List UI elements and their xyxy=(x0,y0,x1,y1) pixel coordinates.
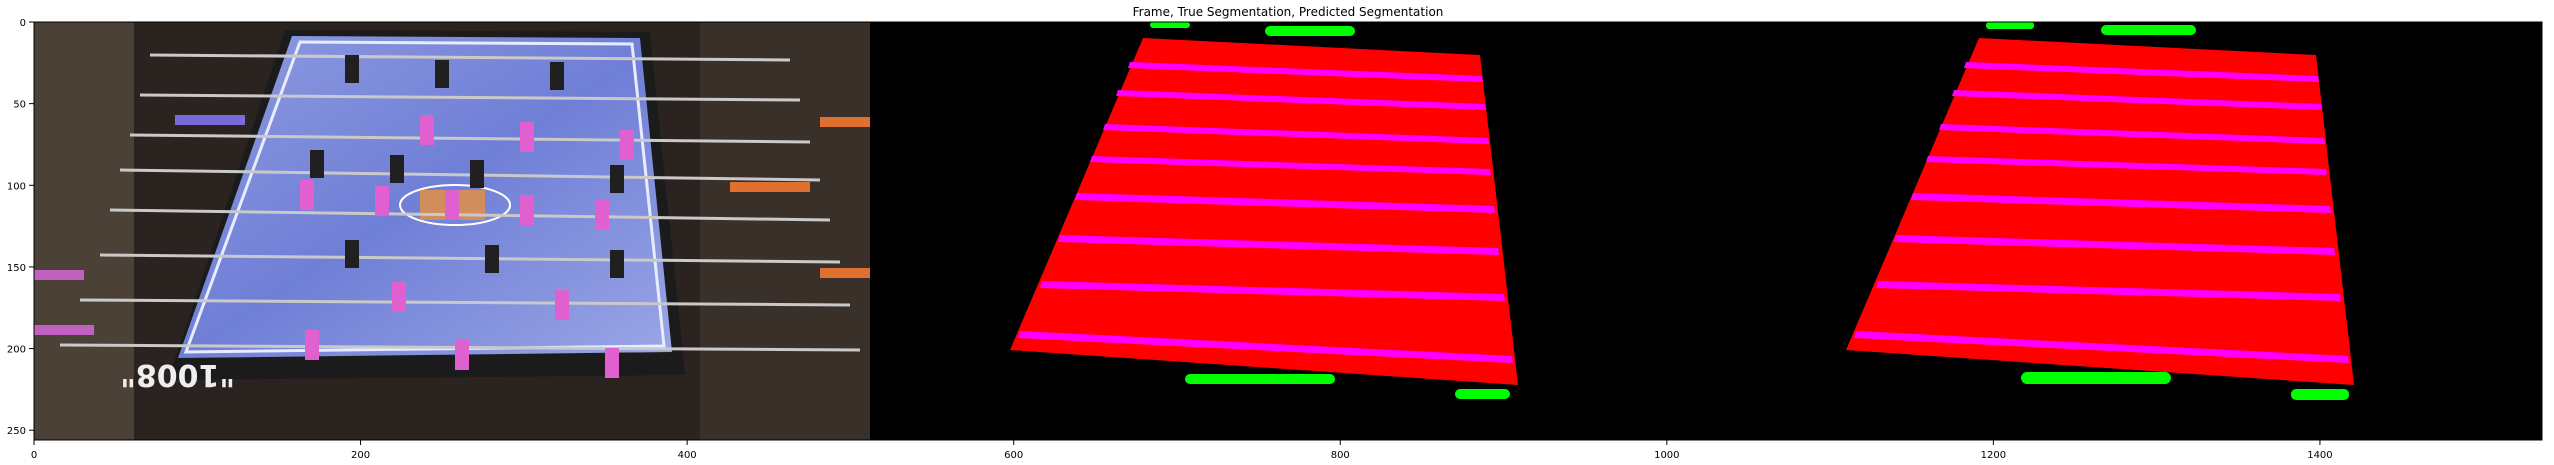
predicted-segmentation-panel xyxy=(1706,22,2542,440)
x-tick-label: 1000 xyxy=(1654,450,1679,461)
true-rod-masks xyxy=(1018,62,1513,363)
x-tick-label: 800 xyxy=(1331,450,1350,461)
predicted-table-mask xyxy=(1846,38,2354,385)
frame-panel: "1008" xyxy=(34,22,870,440)
x-tick-label: 200 xyxy=(351,450,370,461)
x-tick-label: 400 xyxy=(678,450,697,461)
y-axis-ticks: 0 50 100 150 200 250 xyxy=(7,18,34,437)
true-table-mask xyxy=(1010,38,1518,385)
x-axis-ticks: 0 200 400 600 800 1000 1200 1400 xyxy=(31,440,2333,461)
true-segmentation-panel xyxy=(870,22,1706,440)
predicted-goal-masks xyxy=(1986,22,2349,400)
frame-table-text: "1008" xyxy=(120,357,235,392)
y-tick-label: 100 xyxy=(7,181,26,192)
x-tick-label: 600 xyxy=(1004,450,1023,461)
x-tick-label: 1400 xyxy=(2307,450,2332,461)
chart-title: Frame, True Segmentation, Predicted Segm… xyxy=(1133,5,1444,19)
predicted-rod-masks xyxy=(1854,62,2349,363)
x-tick-label: 1200 xyxy=(1981,450,2006,461)
true-goal-masks xyxy=(1150,22,1510,399)
y-tick-label: 50 xyxy=(13,100,26,111)
frame-rods xyxy=(59,53,861,352)
x-tick-label: 0 xyxy=(31,450,37,461)
y-tick-label: 150 xyxy=(7,263,26,274)
y-tick-label: 0 xyxy=(20,18,26,29)
y-tick-label: 200 xyxy=(7,345,26,356)
axes-frame: "1008" xyxy=(33,21,2543,441)
y-tick-label: 250 xyxy=(7,426,26,437)
